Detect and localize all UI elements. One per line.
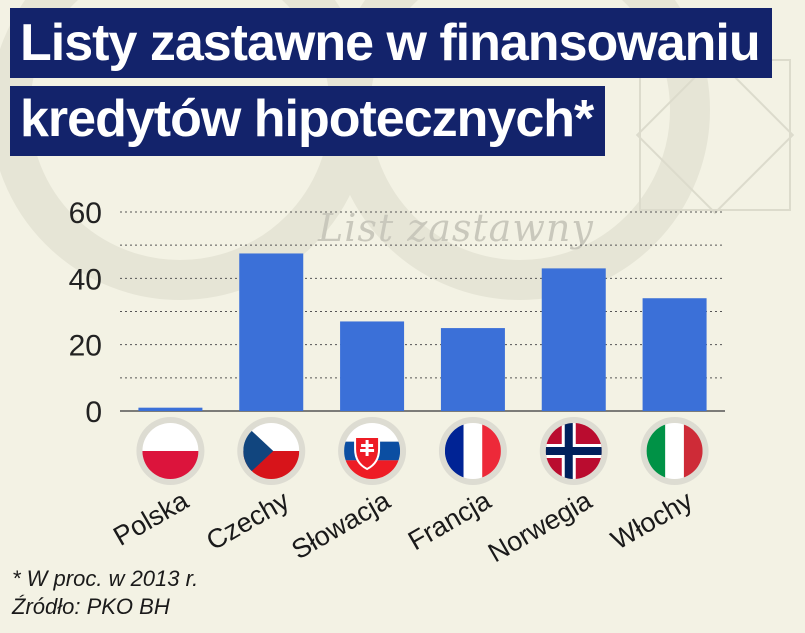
flag-czechia-icon — [243, 423, 300, 479]
bar-4 — [440, 328, 505, 411]
chart-title-line-2: kredytów hipotecznych* — [10, 86, 606, 156]
bar-1 — [138, 407, 203, 411]
chart-title-line-1: Listy zastawne w finansowaniu — [10, 8, 772, 78]
source-note: Źródło: PKO BH — [12, 594, 170, 619]
bar-2 — [239, 253, 304, 411]
flag-italy-icon — [646, 423, 703, 479]
y-tick-label: 40 — [69, 263, 102, 296]
bar-6 — [642, 298, 707, 411]
y-tick-label: 0 — [85, 396, 102, 429]
flag-france-icon — [444, 423, 501, 479]
flag-poland-icon — [142, 423, 199, 479]
category-label: Francja — [403, 485, 497, 556]
footnote: * W proc. w 2013 r. — [12, 566, 199, 591]
category-label: Norwegia — [483, 485, 598, 568]
flag-norway-icon — [545, 423, 602, 479]
category-label: Czechy — [201, 485, 294, 556]
bar-3 — [340, 321, 405, 411]
flag-slovakia-icon — [344, 423, 401, 479]
category-label: Polska — [108, 485, 194, 552]
category-label: Włochy — [606, 485, 698, 555]
y-tick-label: 60 — [69, 197, 102, 230]
watermark-text: List zastawny — [318, 206, 594, 250]
category-label: Słowacja — [286, 485, 395, 565]
bar-5 — [541, 268, 606, 411]
y-tick-label: 20 — [69, 330, 102, 363]
